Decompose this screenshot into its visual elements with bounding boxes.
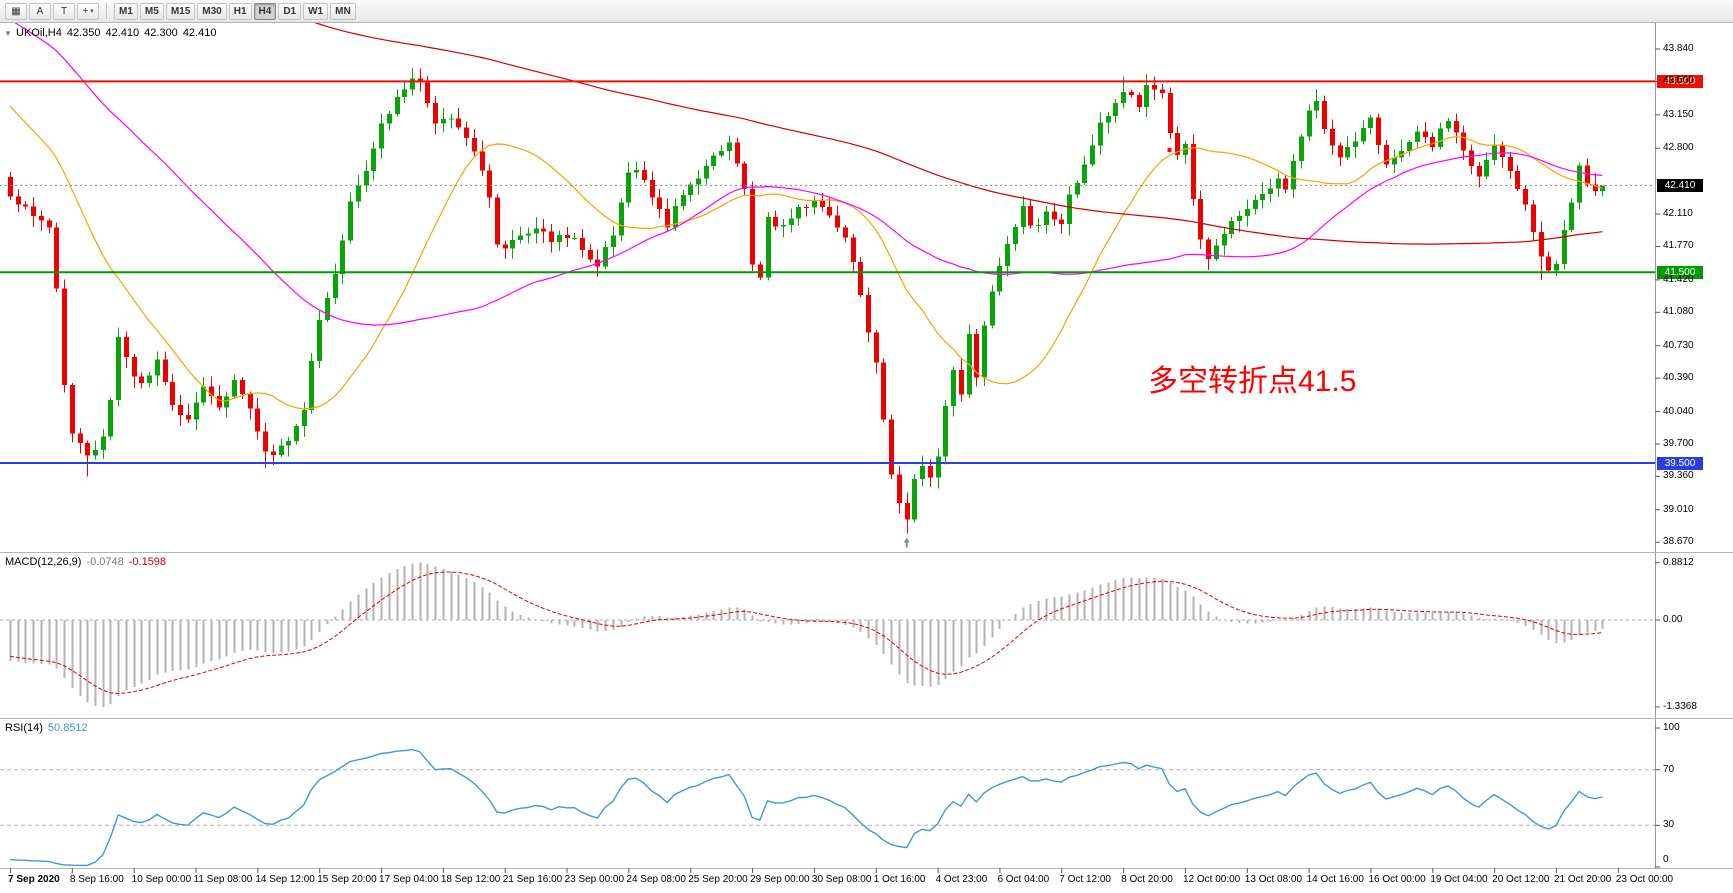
timeframe-D1[interactable]: D1 (278, 2, 302, 20)
up-arrow-marker[interactable] (903, 537, 910, 548)
ma-slow-red (314, 23, 1603, 245)
ma-fast-orange (9, 105, 1603, 410)
toolbar-icon-group: ▦ A T + ▾ (5, 2, 99, 20)
ma-mid-magenta (14, 23, 1603, 326)
timeframe-MN[interactable]: MN (330, 2, 356, 20)
timeframe-group: M1 M5 M15 M30 H1 H4 D1 W1 MN (114, 2, 356, 20)
rsi-line (9, 748, 1603, 867)
macd-histogram (9, 562, 1604, 707)
indicators-dropdown-icon[interactable]: + ▾ (77, 2, 99, 20)
timeframe-M5[interactable]: M5 (139, 2, 164, 20)
macd-signal-line (9, 571, 1603, 695)
candles (8, 67, 1605, 534)
timeframe-M15[interactable]: M15 (165, 2, 196, 20)
timeframe-M30[interactable]: M30 (197, 2, 227, 20)
chart-grid-icon[interactable]: ▦ (5, 2, 27, 20)
main-panel[interactable] (8, 0, 1605, 548)
dot-marker[interactable] (1167, 148, 1172, 153)
timeframe-W1[interactable]: W1 (303, 2, 329, 20)
toolbar-separator (106, 3, 107, 19)
dropdown-caret-icon: ▾ (90, 8, 94, 15)
timeframe-H1[interactable]: H1 (228, 2, 252, 20)
timeframe-M1[interactable]: M1 (114, 2, 138, 20)
toolbar: ▦ A T + ▾ M1 M5 M15 M30 H1 H4 D1 W1 MN (0, 0, 1733, 23)
timeframe-H4[interactable]: H4 (253, 2, 277, 20)
rsi-panel[interactable] (0, 748, 1655, 867)
cursor-tool-icon[interactable]: A (29, 2, 51, 20)
macd-panel[interactable] (0, 562, 1655, 707)
text-tool-icon[interactable]: T (53, 2, 75, 20)
